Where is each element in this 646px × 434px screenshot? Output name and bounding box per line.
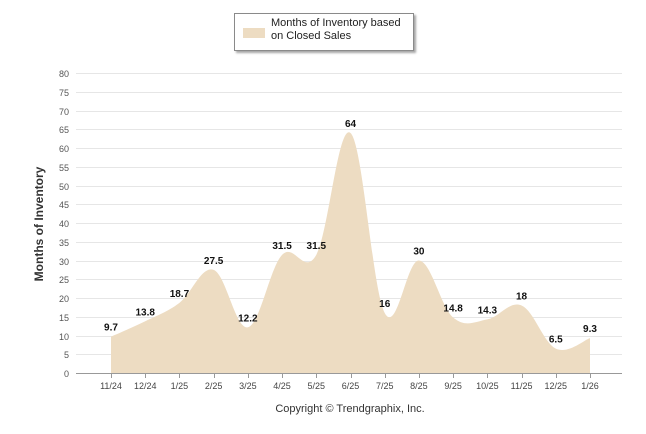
y-tick-label: 45 xyxy=(59,200,69,210)
data-label: 31.5 xyxy=(307,241,327,252)
data-label: 6.5 xyxy=(549,335,563,346)
y-tick-label: 65 xyxy=(59,125,69,135)
y-tick-label: 55 xyxy=(59,163,69,173)
data-label: 13.8 xyxy=(135,307,155,318)
copyright-text: Copyright © Trendgraphix, Inc. xyxy=(275,403,425,415)
y-tick-label: 75 xyxy=(59,88,69,98)
y-tick-label: 80 xyxy=(59,69,69,79)
legend-swatch xyxy=(243,28,265,38)
y-tick-label: 30 xyxy=(59,257,69,267)
x-tick-label: 11/25 xyxy=(511,381,533,391)
data-label: 30 xyxy=(413,247,425,258)
y-tick-label: 50 xyxy=(59,182,69,192)
x-tick-label: 9/25 xyxy=(444,381,462,391)
x-tick-label: 12/25 xyxy=(545,381,568,391)
data-label: 14.8 xyxy=(443,304,463,315)
x-tick-label: 2/25 xyxy=(205,381,223,391)
y-tick-label: 35 xyxy=(59,238,69,248)
data-label: 16 xyxy=(379,299,391,310)
data-label: 9.7 xyxy=(104,323,118,334)
y-tick-label: 70 xyxy=(59,107,69,117)
data-label: 12.2 xyxy=(238,313,258,324)
y-tick-label: 60 xyxy=(59,144,69,154)
y-tick-label: 0 xyxy=(64,369,69,379)
legend-label: Months of Inventory based on Closed Sale… xyxy=(271,17,401,42)
y-tick-label: 15 xyxy=(59,313,69,323)
y-tick-label: 40 xyxy=(59,219,69,229)
x-tick-label: 8/25 xyxy=(410,381,428,391)
data-label: 18.7 xyxy=(170,289,190,300)
x-tick-label: 11/24 xyxy=(100,381,122,391)
x-tick-label: 7/25 xyxy=(376,381,394,391)
x-tick-label: 3/25 xyxy=(239,381,257,391)
y-tick-label: 10 xyxy=(59,332,69,342)
y-tick-labels: 0 5 10 15 20 25 30 35 40 45 50 55 60 65 70 75 80 xyxy=(59,69,69,379)
x-tick-label: 4/25 xyxy=(273,381,291,391)
x-tick-label: 12/24 xyxy=(134,381,157,391)
y-tick-label: 20 xyxy=(59,294,69,304)
data-label: 27.5 xyxy=(204,256,224,267)
x-tick-label: 1/26 xyxy=(581,381,599,391)
x-tick-label: 1/25 xyxy=(171,381,189,391)
x-tick-labels: 11/24 12/24 1/25 2/25 3/25 4/25 5/25 6/25 7/25 8/… xyxy=(100,373,599,391)
data-label: 9.3 xyxy=(583,324,597,335)
x-tick-label: 6/25 xyxy=(342,381,360,391)
area-series xyxy=(111,132,590,373)
data-label: 31.5 xyxy=(272,241,292,252)
legend: Months of Inventory based on Closed Sale… xyxy=(234,13,414,51)
data-labels: 9.7 13.8 18.7 27.5 12.2 31.5 31.5 64 16 30 14.8 14.… xyxy=(104,119,597,346)
data-label: 14.3 xyxy=(478,305,498,316)
data-label: 64 xyxy=(345,119,357,130)
x-tick-label: 5/25 xyxy=(308,381,326,391)
y-tick-label: 25 xyxy=(59,275,69,285)
data-label: 18 xyxy=(516,292,528,303)
x-tick-label: 10/25 xyxy=(476,381,499,391)
y-axis-title: Months of Inventory xyxy=(32,166,46,281)
y-tick-label: 5 xyxy=(64,350,69,360)
